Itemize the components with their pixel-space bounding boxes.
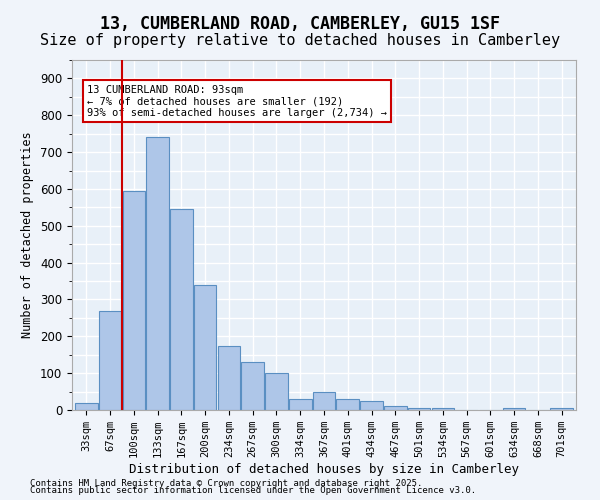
Bar — [337, 399, 359, 410]
Bar — [408, 408, 430, 410]
Bar — [241, 362, 264, 410]
Bar — [122, 191, 145, 410]
Bar — [313, 392, 335, 410]
Bar — [550, 408, 573, 410]
Y-axis label: Number of detached properties: Number of detached properties — [22, 132, 34, 338]
Bar — [218, 346, 240, 410]
Bar — [194, 284, 217, 410]
Text: Size of property relative to detached houses in Camberley: Size of property relative to detached ho… — [40, 32, 560, 48]
Text: Contains HM Land Registry data © Crown copyright and database right 2025.: Contains HM Land Registry data © Crown c… — [30, 478, 422, 488]
Bar — [503, 408, 526, 410]
Bar — [75, 402, 98, 410]
Text: Contains public sector information licensed under the Open Government Licence v3: Contains public sector information licen… — [30, 486, 476, 495]
Bar — [384, 406, 407, 410]
Bar — [170, 209, 193, 410]
Bar — [265, 373, 288, 410]
Bar — [99, 310, 121, 410]
Bar — [360, 401, 383, 410]
Bar — [289, 399, 311, 410]
Bar — [431, 408, 454, 410]
X-axis label: Distribution of detached houses by size in Camberley: Distribution of detached houses by size … — [129, 463, 519, 476]
Bar — [146, 138, 169, 410]
Text: 13, CUMBERLAND ROAD, CAMBERLEY, GU15 1SF: 13, CUMBERLAND ROAD, CAMBERLEY, GU15 1SF — [100, 15, 500, 33]
Text: 13 CUMBERLAND ROAD: 93sqm
← 7% of detached houses are smaller (192)
93% of semi-: 13 CUMBERLAND ROAD: 93sqm ← 7% of detach… — [87, 84, 387, 117]
